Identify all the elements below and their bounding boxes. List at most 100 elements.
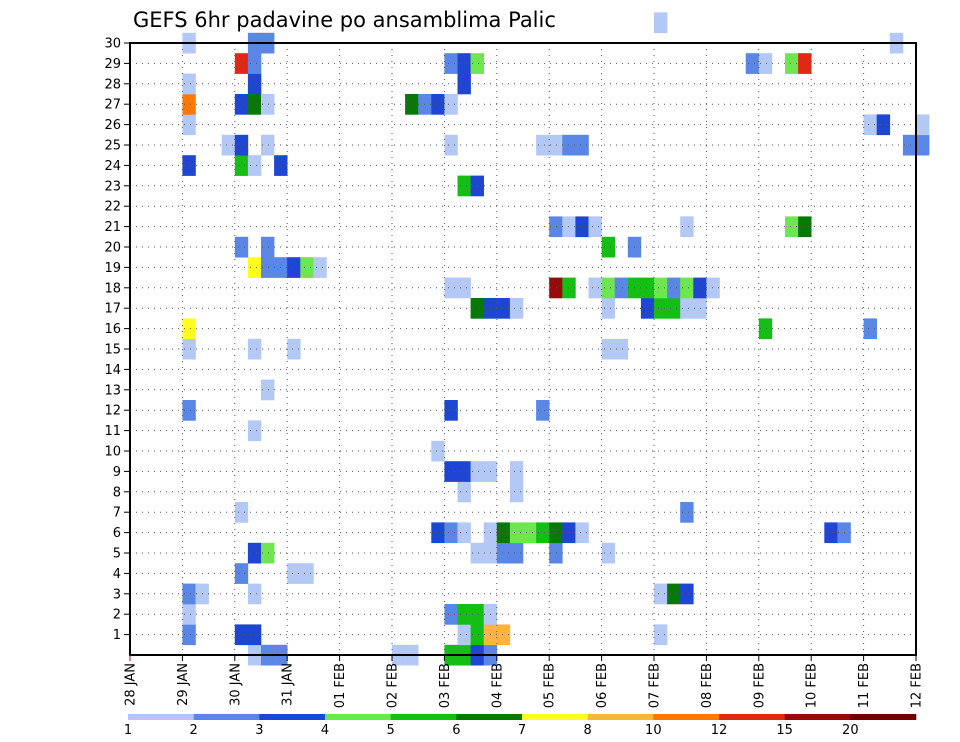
colorbar-swatch — [850, 714, 917, 720]
heatmap-cell — [247, 583, 262, 605]
heatmap-cell — [745, 53, 760, 74]
heatmap-cell — [575, 134, 589, 156]
y-tick-label: 29 — [104, 57, 121, 72]
heatmap-cell — [863, 318, 877, 340]
heatmap-cell — [457, 461, 471, 482]
heatmap-cell — [667, 583, 681, 605]
heatmap-cell — [601, 298, 615, 319]
heatmap-cell — [247, 338, 262, 360]
colorbar-swatch — [325, 714, 391, 720]
heatmap-cell — [536, 400, 550, 421]
heatmap-cell — [457, 53, 471, 74]
heatmap-cell — [234, 236, 249, 258]
x-tick-label: 11 FEB — [857, 663, 872, 708]
y-tick-label: 4 — [113, 567, 121, 582]
heatmap-cell — [431, 440, 445, 462]
colorbar-swatch — [193, 714, 260, 720]
heatmap-cell — [523, 522, 537, 544]
heatmap-cell — [496, 624, 511, 646]
x-tick-label: 29 JAN — [176, 663, 191, 706]
heatmap-cell — [575, 216, 589, 238]
y-tick-label: 11 — [104, 424, 121, 439]
y-tick-label: 13 — [104, 383, 121, 398]
colorbar-swatch — [522, 714, 588, 720]
y-tick-label: 2 — [113, 608, 121, 623]
heatmap-cell — [654, 298, 668, 319]
heatmap-cell — [457, 481, 471, 503]
heatmap-cell — [824, 522, 838, 544]
heatmap-cell — [234, 53, 249, 74]
heatmap-cell — [457, 175, 471, 197]
heatmap-cell — [313, 257, 327, 278]
heatmap-cell — [549, 542, 563, 564]
x-tick-label: 07 FEB — [648, 663, 663, 708]
colorbar-label: 7 — [518, 723, 526, 738]
heatmap-cell — [444, 461, 458, 482]
y-tick-label: 25 — [104, 139, 121, 154]
heatmap-cell — [798, 216, 812, 238]
heatmap-cell — [261, 542, 275, 564]
colorbar-swatch — [456, 714, 523, 720]
heatmap-cell — [457, 277, 471, 299]
heatmap-cell — [261, 134, 275, 156]
heatmap-cell — [261, 94, 275, 115]
colorbar-label: 8 — [584, 723, 592, 738]
heatmap-cell — [876, 114, 891, 136]
x-tick-label: 28 JAN — [124, 663, 139, 706]
heatmap-cells — [182, 12, 930, 666]
heatmap-cell — [549, 216, 563, 238]
heatmap-cell — [654, 583, 668, 605]
heatmap-cell — [247, 420, 262, 442]
heatmap-cell — [405, 94, 419, 115]
y-tick-label: 22 — [104, 200, 121, 215]
colorbar-label: 15 — [776, 723, 793, 738]
y-tick-label: 10 — [104, 445, 121, 460]
heatmap-cell — [234, 94, 249, 115]
colorbar-swatch — [390, 714, 457, 720]
heatmap-cell — [287, 257, 301, 278]
heatmap-cell — [680, 502, 694, 523]
heatmap-cell — [680, 277, 694, 299]
heatmap-cell — [470, 298, 484, 319]
colorbar-label: 10 — [645, 723, 662, 738]
heatmap-cell — [601, 338, 615, 360]
heatmap-cell — [614, 338, 629, 360]
y-tick-label: 14 — [104, 363, 121, 378]
colorbar-label: 2 — [190, 723, 198, 738]
colorbar-label: 1 — [124, 723, 132, 738]
y-tick-label: 7 — [113, 506, 121, 521]
heatmap-cell — [640, 298, 655, 319]
heatmap-cell — [509, 298, 524, 319]
x-tick-label: 10 FEB — [805, 663, 820, 708]
heatmap-cell — [247, 94, 262, 115]
y-tick-label: 26 — [104, 118, 121, 133]
heatmap-cell — [509, 461, 524, 482]
heatmap-cell — [457, 73, 471, 95]
colorbar: 1 2 3 4 5 6 7 8 10 12 15 20 — [124, 714, 917, 738]
heatmap-cell — [680, 216, 694, 238]
x-tick-label: 31 JAN — [281, 663, 296, 706]
heatmap-cell — [680, 298, 694, 319]
x-tick-label: 12 FEB — [910, 663, 925, 708]
x-tick-label: 05 FEB — [543, 663, 558, 708]
heatmap-cell — [798, 53, 812, 74]
heatmap-cell — [470, 175, 484, 197]
x-tick-label: 02 FEB — [386, 663, 401, 708]
y-tick-label: 24 — [104, 159, 121, 174]
y-tick-label: 19 — [104, 261, 121, 276]
heatmap-cell — [247, 542, 262, 564]
y-tick-label: 9 — [113, 465, 121, 480]
heatmap-cell — [509, 522, 524, 544]
colorbar-swatch — [719, 714, 785, 720]
heatmap-cell — [457, 604, 471, 625]
y-tick-label: 27 — [104, 98, 121, 113]
x-tick-label: 08 FEB — [700, 663, 715, 708]
heatmap-cell — [470, 53, 484, 74]
heatmap-cell — [785, 216, 799, 238]
heatmap-cell — [588, 277, 602, 299]
heatmap-cell — [654, 12, 668, 34]
heatmap-cell — [496, 542, 511, 564]
heatmap-cell — [234, 134, 249, 156]
heatmap-cell — [667, 298, 681, 319]
heatmap-cell — [601, 542, 615, 564]
